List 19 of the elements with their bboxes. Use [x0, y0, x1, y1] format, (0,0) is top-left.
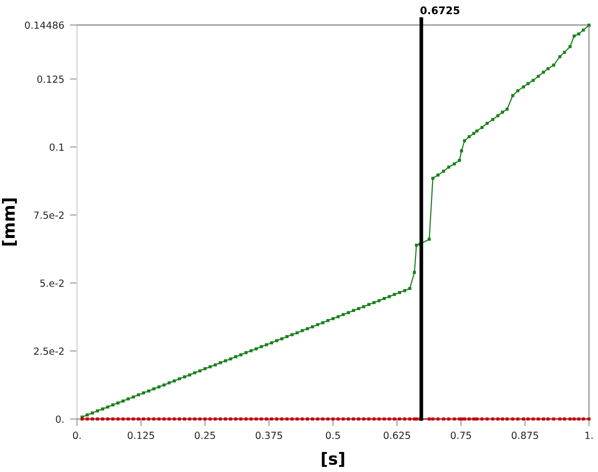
ref-line-label: 0.6725 — [420, 6, 460, 14]
x-tick-label: 0.125 — [128, 432, 154, 440]
y-axis-title: [mm] — [2, 198, 17, 246]
x-tick-label: 0. — [73, 432, 81, 440]
x-tick-label: 0.25 — [194, 432, 215, 440]
x-tick-label: 0.75 — [450, 432, 471, 440]
y-tick-label: 5.e-2 — [40, 279, 64, 287]
y-tick-label: 0.125 — [37, 75, 64, 83]
x-tick-label: 0.5 — [326, 432, 340, 440]
x-tick-label: 0.375 — [256, 432, 282, 440]
x-tick-label: 0.875 — [512, 432, 538, 440]
x-tick-label: 1. — [585, 432, 593, 439]
y-tick-label: 2.5e-2 — [34, 347, 64, 355]
x-tick-label: 0.625 — [384, 432, 410, 440]
y-tick-label: 7.5e-2 — [34, 211, 64, 219]
y-tick-label: 0.1 — [50, 143, 64, 151]
y-tick-label: 0.14486 — [24, 21, 64, 29]
x-axis-title: [s] — [322, 452, 344, 467]
y-tick-label: 0. — [56, 415, 64, 423]
